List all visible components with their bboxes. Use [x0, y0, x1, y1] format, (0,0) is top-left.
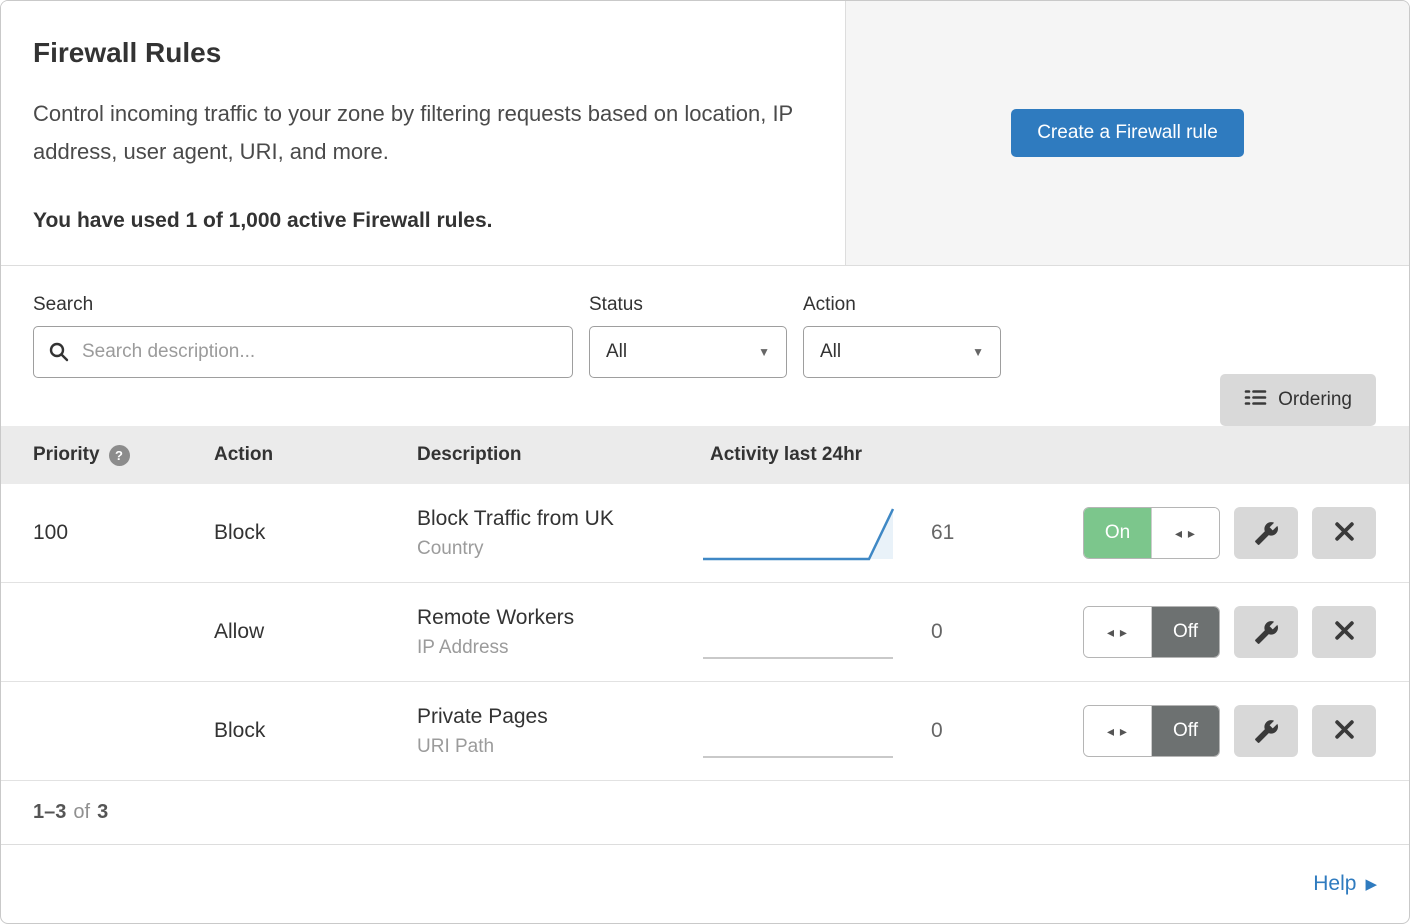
column-header-description: Description — [417, 444, 522, 465]
sparkline-line — [703, 508, 895, 561]
rule-match-type: IP Address — [417, 636, 509, 658]
status-selected-value: All — [606, 341, 628, 362]
edit-rule-button[interactable] — [1234, 705, 1298, 757]
header-section: Firewall Rules Control incoming traffic … — [1, 1, 1409, 266]
ordering-button-label: Ordering — [1278, 389, 1352, 410]
usage-note: You have used 1 of 1,000 active Firewall… — [33, 209, 493, 232]
chevron-down-icon: ▼ — [758, 345, 770, 359]
table-header: Priority ? Action Description Activity l… — [1, 426, 1409, 484]
status-filter-group: Status All ▼ — [589, 294, 787, 426]
activity-count: 61 — [931, 521, 955, 544]
page-description: Control incoming traffic to your zone by… — [33, 101, 793, 164]
action-value: Block — [214, 719, 266, 742]
search-box — [33, 326, 573, 378]
ordering-button[interactable]: Ordering — [1220, 374, 1376, 426]
status-label: Status — [589, 294, 643, 315]
toggle-handle-icon: ◂ ▸ — [1084, 706, 1152, 756]
rule-description: Remote Workers — [417, 605, 575, 629]
help-link-label: Help — [1313, 872, 1357, 895]
table-row: 100 Block Block Traffic from UK Country … — [1, 484, 1409, 583]
table-row: Block Private Pages URI Path 0 Off ◂ ▸ — [1, 682, 1409, 781]
help-link[interactable]: Help ▶ — [1313, 872, 1377, 896]
rule-match-type: Country — [417, 537, 484, 559]
filter-bar: Search Status All ▼ Action All ▼ — [1, 266, 1409, 426]
search-group: Search — [33, 294, 573, 426]
action-selected-value: All — [820, 341, 842, 362]
search-icon — [48, 341, 70, 363]
rule-enabled-toggle[interactable]: Off ◂ ▸ — [1083, 606, 1220, 658]
wrench-icon — [1254, 620, 1279, 645]
priority-help-icon[interactable]: ? — [108, 444, 130, 466]
activity-cell: 0 — [701, 602, 973, 662]
wrench-icon — [1254, 719, 1279, 744]
table-row: Allow Remote Workers IP Address 0 Off ◂ … — [1, 583, 1409, 682]
pagination-range: 1–3 — [33, 801, 67, 823]
rule-enabled-toggle[interactable]: On ◂ ▸ — [1083, 507, 1220, 559]
action-filter-group: Action All ▼ — [803, 294, 1001, 426]
toggle-state-label: Off — [1152, 607, 1219, 657]
action-value: Allow — [214, 620, 265, 643]
pagination-of-label: of — [73, 801, 91, 823]
rule-enabled-toggle[interactable]: Off ◂ ▸ — [1083, 705, 1220, 757]
edit-rule-button[interactable] — [1234, 606, 1298, 658]
priority-value: 100 — [33, 521, 69, 544]
action-value: Block — [214, 521, 266, 544]
close-icon — [1334, 620, 1355, 644]
close-icon — [1334, 719, 1355, 743]
delete-rule-button[interactable] — [1312, 507, 1376, 559]
create-firewall-rule-button[interactable]: Create a Firewall rule — [1011, 109, 1244, 157]
toggle-state-label: Off — [1152, 706, 1219, 756]
help-bar: Help ▶ — [1, 845, 1409, 923]
header-text-block: Firewall Rules Control incoming traffic … — [1, 1, 846, 265]
activity-cell: 61 — [701, 503, 973, 563]
row-controls: On ◂ ▸ — [973, 507, 1409, 559]
toggle-handle-icon: ◂ ▸ — [1084, 607, 1152, 657]
row-controls: Off ◂ ▸ — [973, 705, 1409, 757]
toggle-state-label: On — [1084, 508, 1151, 558]
status-select[interactable]: All ▼ — [589, 326, 787, 378]
description-cell: Private Pages URI Path — [417, 705, 701, 758]
page-title: Firewall Rules — [33, 37, 222, 68]
activity-sparkline — [703, 508, 895, 561]
pagination-total: 3 — [97, 801, 109, 823]
header-action-panel: Create a Firewall rule — [846, 1, 1409, 265]
column-header-action: Action — [214, 444, 274, 465]
chevron-down-icon: ▼ — [972, 345, 984, 359]
row-controls: Off ◂ ▸ — [973, 606, 1409, 658]
activity-sparkline — [703, 657, 893, 659]
activity-cell: 0 — [701, 701, 973, 761]
toggle-handle-icon: ◂ ▸ — [1151, 508, 1219, 558]
action-select[interactable]: All ▼ — [803, 326, 1001, 378]
delete-rule-button[interactable] — [1312, 606, 1376, 658]
description-cell: Block Traffic from UK Country — [417, 507, 701, 560]
delete-rule-button[interactable] — [1312, 705, 1376, 757]
rule-match-type: URI Path — [417, 735, 495, 757]
column-header-activity: Activity last 24hr — [710, 444, 863, 465]
help-arrow-icon: ▶ — [1365, 876, 1377, 893]
priority-header-label: Priority — [33, 444, 100, 465]
pagination-bar: 1–3 of 3 — [1, 781, 1409, 845]
activity-count: 0 — [931, 620, 943, 643]
rule-description: Private Pages — [417, 704, 548, 728]
activity-sparkline — [703, 756, 893, 758]
wrench-icon — [1254, 521, 1279, 546]
rule-description: Block Traffic from UK — [417, 506, 614, 530]
description-cell: Remote Workers IP Address — [417, 606, 701, 659]
ordering-list-icon — [1244, 388, 1267, 413]
activity-count: 0 — [931, 719, 943, 742]
action-label: Action — [803, 294, 856, 315]
close-icon — [1334, 521, 1355, 545]
search-input[interactable] — [33, 326, 573, 378]
column-header-priority: Priority ? — [33, 444, 214, 466]
edit-rule-button[interactable] — [1234, 507, 1298, 559]
search-label: Search — [33, 294, 94, 315]
